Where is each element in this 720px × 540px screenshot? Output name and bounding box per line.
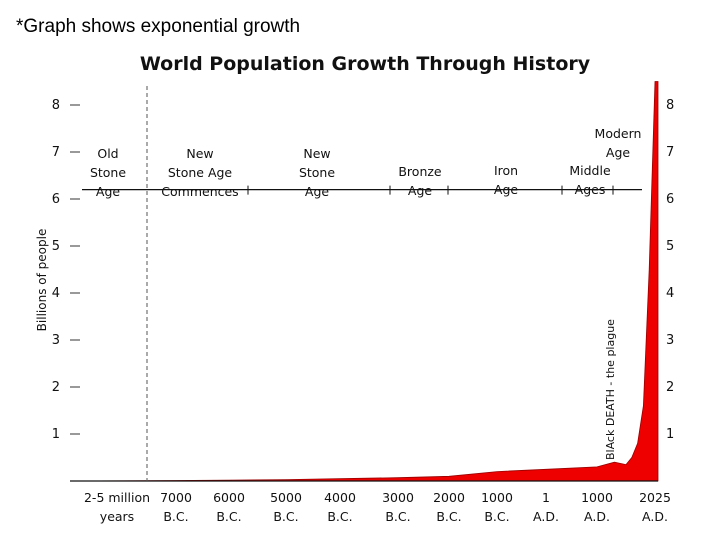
y-ticks-right: 1 2 3 4 5 6 7 8 — [666, 98, 674, 442]
era-label: Age — [305, 184, 329, 199]
era-row: Old Stone Age New Stone Age Commences New Stone… — [82, 126, 642, 199]
era-label: New — [186, 146, 213, 161]
era-label: Ages — [575, 182, 606, 197]
x-tick-label-era: B.C. — [385, 509, 410, 524]
x-tick-label-era: B.C. — [484, 509, 509, 524]
era-label: Modern — [595, 126, 642, 141]
era-label: Iron — [494, 163, 518, 178]
x-tick-label: 1000 — [481, 490, 513, 505]
x-tick-label: 5000 — [270, 490, 302, 505]
era-label: Stone — [90, 165, 126, 180]
population-area — [69, 81, 659, 482]
y-tick-label: 8 — [52, 98, 60, 113]
y-tick-label: 1 — [52, 427, 60, 442]
x-tick-label: 2025 — [639, 490, 671, 505]
x-tick-label: 2000 — [433, 490, 465, 505]
x-tick-label: 4000 — [324, 490, 356, 505]
y-tick-label-right: 7 — [666, 145, 674, 160]
y-tick-label: 3 — [52, 333, 60, 348]
gridlines — [70, 104, 80, 435]
x-tick-label-era: A.D. — [533, 509, 559, 524]
y-tick-label-right: 1 — [666, 427, 674, 442]
y-ticks-left: 1 2 3 4 5 6 7 8 — [52, 98, 60, 442]
x-tick-label-era: A.D. — [584, 509, 610, 524]
y-tick-label-right: 3 — [666, 333, 674, 348]
x-tick-label-era: years — [100, 509, 134, 524]
x-tick-label-era: B.C. — [163, 509, 188, 524]
x-ticks: 2-5 million years 7000 B.C. 6000 B.C. 5000 B.C.… — [84, 490, 671, 524]
x-tick-label-era: B.C. — [436, 509, 461, 524]
x-tick-label: 1000 — [581, 490, 613, 505]
x-tick-label: 7000 — [160, 490, 192, 505]
black-death-annotation: BlAck DEATH - the plague — [604, 319, 617, 460]
era-label: Age — [606, 145, 630, 160]
y-tick-label-right: 2 — [666, 380, 674, 395]
y-tick-label: 4 — [52, 286, 60, 301]
x-tick-label-era: B.C. — [273, 509, 298, 524]
y-tick-label-right: 5 — [666, 239, 674, 254]
y-tick-label: 6 — [52, 192, 60, 207]
era-label: Middle — [569, 163, 611, 178]
caption: *Graph shows exponential growth — [16, 16, 301, 37]
era-label: Bronze — [398, 164, 442, 179]
era-label: Age — [408, 183, 432, 198]
y-tick-label-right: 4 — [666, 286, 674, 301]
y-tick-label: 5 — [52, 239, 60, 254]
y-tick-label: 2 — [52, 380, 60, 395]
x-tick-label-era: A.D. — [642, 509, 668, 524]
era-label: Stone Age — [168, 165, 233, 180]
y-axis-label: Billions of people — [35, 229, 49, 332]
x-tick-label: 3000 — [382, 490, 414, 505]
y-tick-label-right: 6 — [666, 192, 674, 207]
x-tick-label-era: B.C. — [216, 509, 241, 524]
chart-title: World Population Growth Through History — [140, 53, 591, 75]
era-label: Age — [96, 184, 120, 199]
era-label: Old — [97, 146, 118, 161]
y-tick-label-right: 8 — [666, 98, 674, 113]
x-tick-label-era: B.C. — [327, 509, 352, 524]
x-tick-label: 2-5 million — [84, 490, 150, 505]
era-label: Age — [494, 182, 518, 197]
x-tick-label: 6000 — [213, 490, 245, 505]
era-label: New — [303, 146, 330, 161]
x-tick-label: 1 — [542, 490, 550, 505]
y-tick-label: 7 — [52, 145, 60, 160]
era-label: Stone — [299, 165, 335, 180]
era-label: Commences — [161, 184, 238, 199]
